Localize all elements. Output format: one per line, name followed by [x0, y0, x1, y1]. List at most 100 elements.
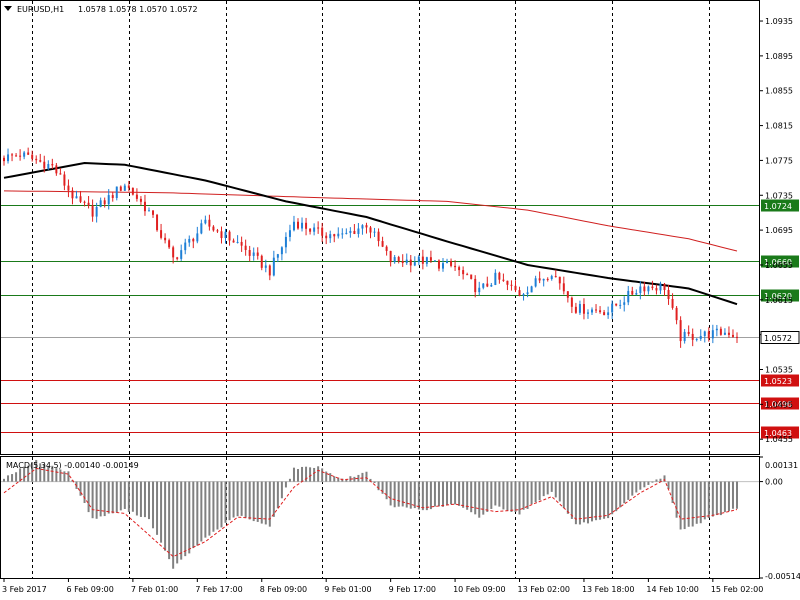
macd-bar [450, 481, 453, 505]
macd-bar [474, 481, 477, 515]
candle [562, 276, 565, 295]
candle [47, 160, 50, 170]
time-label-11: 15 Feb 02:00 [711, 585, 763, 594]
candle [671, 293, 674, 310]
macd-bar [433, 481, 436, 507]
candle [7, 148, 10, 164]
macd-bar [490, 481, 493, 509]
candle [707, 327, 710, 342]
candle [413, 256, 416, 267]
macd-bar [208, 481, 211, 536]
candle [172, 245, 175, 264]
candle [603, 309, 606, 316]
macd-bar [7, 475, 10, 482]
candle [152, 210, 155, 218]
candle [180, 244, 183, 261]
time-label-10: 14 Feb 10:00 [646, 585, 698, 594]
price-tick-1: 1.0895 [765, 52, 793, 61]
macd-bar [244, 481, 247, 518]
support-level-2-tag [761, 289, 799, 302]
macd-bar [679, 481, 682, 530]
macd-bar [542, 481, 545, 497]
candle [200, 219, 203, 235]
candle [15, 153, 18, 157]
candle [127, 180, 130, 192]
candle [595, 304, 598, 314]
macd-bar [429, 481, 432, 510]
candle [578, 300, 581, 315]
candle [317, 221, 320, 234]
candle [365, 222, 368, 234]
macd-bar [3, 478, 5, 482]
candle [446, 258, 449, 264]
macd-bar [582, 481, 585, 523]
macd-bar [317, 466, 320, 482]
candle [361, 224, 364, 235]
price-tick-10: 1.0535 [765, 365, 793, 374]
price-tick-4: 1.0775 [765, 156, 793, 165]
candle [691, 328, 694, 347]
candle [276, 253, 279, 263]
candle [333, 233, 336, 243]
macd-bar [498, 481, 501, 507]
macd-bar [240, 481, 243, 516]
macd-bar [252, 481, 255, 522]
time-label-7: 10 Feb 09:00 [453, 585, 505, 594]
macd-bar [176, 481, 179, 564]
macd-bar [631, 481, 634, 496]
candle [433, 260, 436, 262]
candle [490, 282, 493, 287]
macd-bar [337, 477, 340, 482]
candle [663, 282, 666, 296]
support-level-2-value: 1.0620 [764, 292, 792, 301]
candle [566, 290, 569, 303]
candle [107, 189, 110, 210]
resistance-level-0-tag [761, 374, 799, 387]
candle [639, 281, 642, 300]
macd-bar [393, 481, 396, 508]
candle [143, 194, 146, 216]
macd-bar [119, 481, 122, 511]
macd-bar [566, 481, 569, 514]
candle [160, 223, 163, 240]
macd-bar [172, 481, 175, 569]
macd-bar [305, 466, 308, 482]
candle [75, 190, 78, 199]
macd-bar [27, 465, 30, 482]
time-label-4: 8 Feb 09:00 [260, 585, 307, 594]
macd-bar [224, 481, 227, 523]
candle [381, 236, 384, 248]
candle [272, 250, 275, 277]
candle [313, 223, 316, 236]
candle [27, 147, 30, 156]
candle [373, 227, 376, 237]
candle [345, 228, 348, 235]
time-label-6: 9 Feb 17:00 [389, 585, 436, 594]
dropdown-triangle-icon[interactable] [4, 6, 12, 11]
macd-bar [164, 481, 167, 551]
current-price-value: 1.0572 [764, 334, 792, 343]
candle [526, 286, 529, 298]
time-label-0: 3 Feb 2017 [2, 585, 47, 594]
macd-bar [707, 481, 710, 519]
candle [510, 280, 513, 291]
candle [458, 265, 461, 277]
candle [232, 238, 235, 243]
macd-bar [731, 481, 734, 509]
candle [437, 259, 440, 272]
macd-bar [260, 481, 263, 524]
macd-tick-1: 0.00 [765, 478, 783, 487]
macd-bar [192, 481, 195, 549]
macd-bar [329, 473, 332, 482]
macd-bar [570, 481, 573, 519]
candle [292, 215, 295, 232]
price-tick-12: 1.0455 [765, 435, 793, 444]
candle [264, 259, 267, 273]
macd-bar [55, 468, 58, 482]
macd-bar [135, 481, 138, 516]
candle [462, 266, 465, 280]
candle [131, 187, 134, 196]
price-levels [1, 205, 759, 433]
macd-bar [550, 481, 553, 492]
candle [284, 232, 287, 254]
